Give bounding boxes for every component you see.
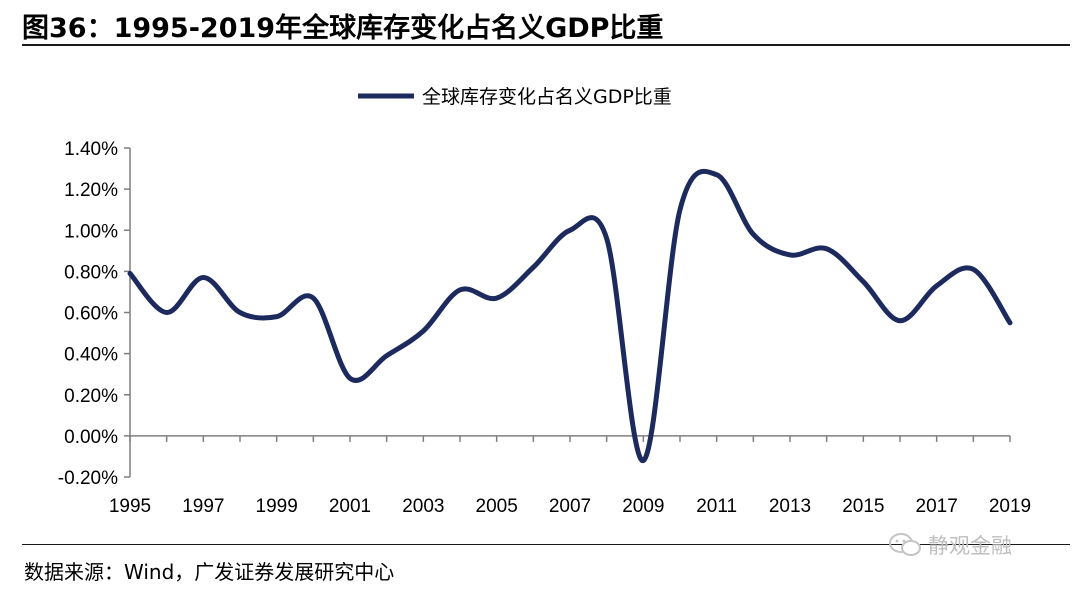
series-line-0 <box>130 171 1010 460</box>
legend-label: 全球库存变化占名义GDP比重 <box>422 86 672 108</box>
x-tick-label: 2015 <box>842 496 884 517</box>
y-tick-label: 0.40% <box>64 345 118 366</box>
axes <box>130 148 1010 477</box>
x-tick-label: 2011 <box>696 496 737 517</box>
watermark: 静观金融 <box>888 530 1012 560</box>
watermark-text: 静观金融 <box>928 530 1012 560</box>
y-tick-label: 0.00% <box>64 427 118 448</box>
x-tick-label: 2009 <box>622 496 664 517</box>
y-tick-label: -0.20% <box>58 468 118 489</box>
legend: 全球库存变化占名义GDP比重 <box>358 86 672 108</box>
y-tick-label: 0.60% <box>64 304 118 325</box>
source-note: 数据来源：Wind，广发证券发展研究中心 <box>24 556 394 585</box>
y-tick-label: 1.40% <box>64 139 118 160</box>
x-tick-label: 1995 <box>109 496 151 517</box>
wechat-icon <box>888 532 922 558</box>
series-group <box>128 171 1012 462</box>
x-tick-label: 2013 <box>769 496 811 517</box>
x-axis-ticks: 1995 1997 1999 2001 2003 2005 2007 2009 2011 2013… <box>109 436 1031 517</box>
x-tick-label: 1997 <box>182 496 224 517</box>
y-tick-label: 1.00% <box>64 221 118 242</box>
x-tick-label: 2017 <box>916 496 958 517</box>
y-axis-ticks: 1.40% 1.20% 1.00% 0.80% 0.60% 0.40% 0.20% 0.00%… <box>58 139 130 489</box>
y-tick-label: 0.20% <box>64 386 118 407</box>
x-tick-label: 2003 <box>402 496 444 517</box>
x-tick-label: 2005 <box>476 496 518 517</box>
line-chart: 全球库存变化占名义GDP比重 1.40% 1.20% 1.00% 0.80% 0.60%… <box>0 0 1080 590</box>
y-tick-label: 0.80% <box>64 262 118 283</box>
x-tick-label: 2007 <box>549 496 591 517</box>
y-tick-label: 1.20% <box>64 180 118 201</box>
x-tick-label: 2001 <box>329 496 371 517</box>
x-tick-label: 2019 <box>989 496 1031 517</box>
x-tick-label: 1999 <box>256 496 298 517</box>
